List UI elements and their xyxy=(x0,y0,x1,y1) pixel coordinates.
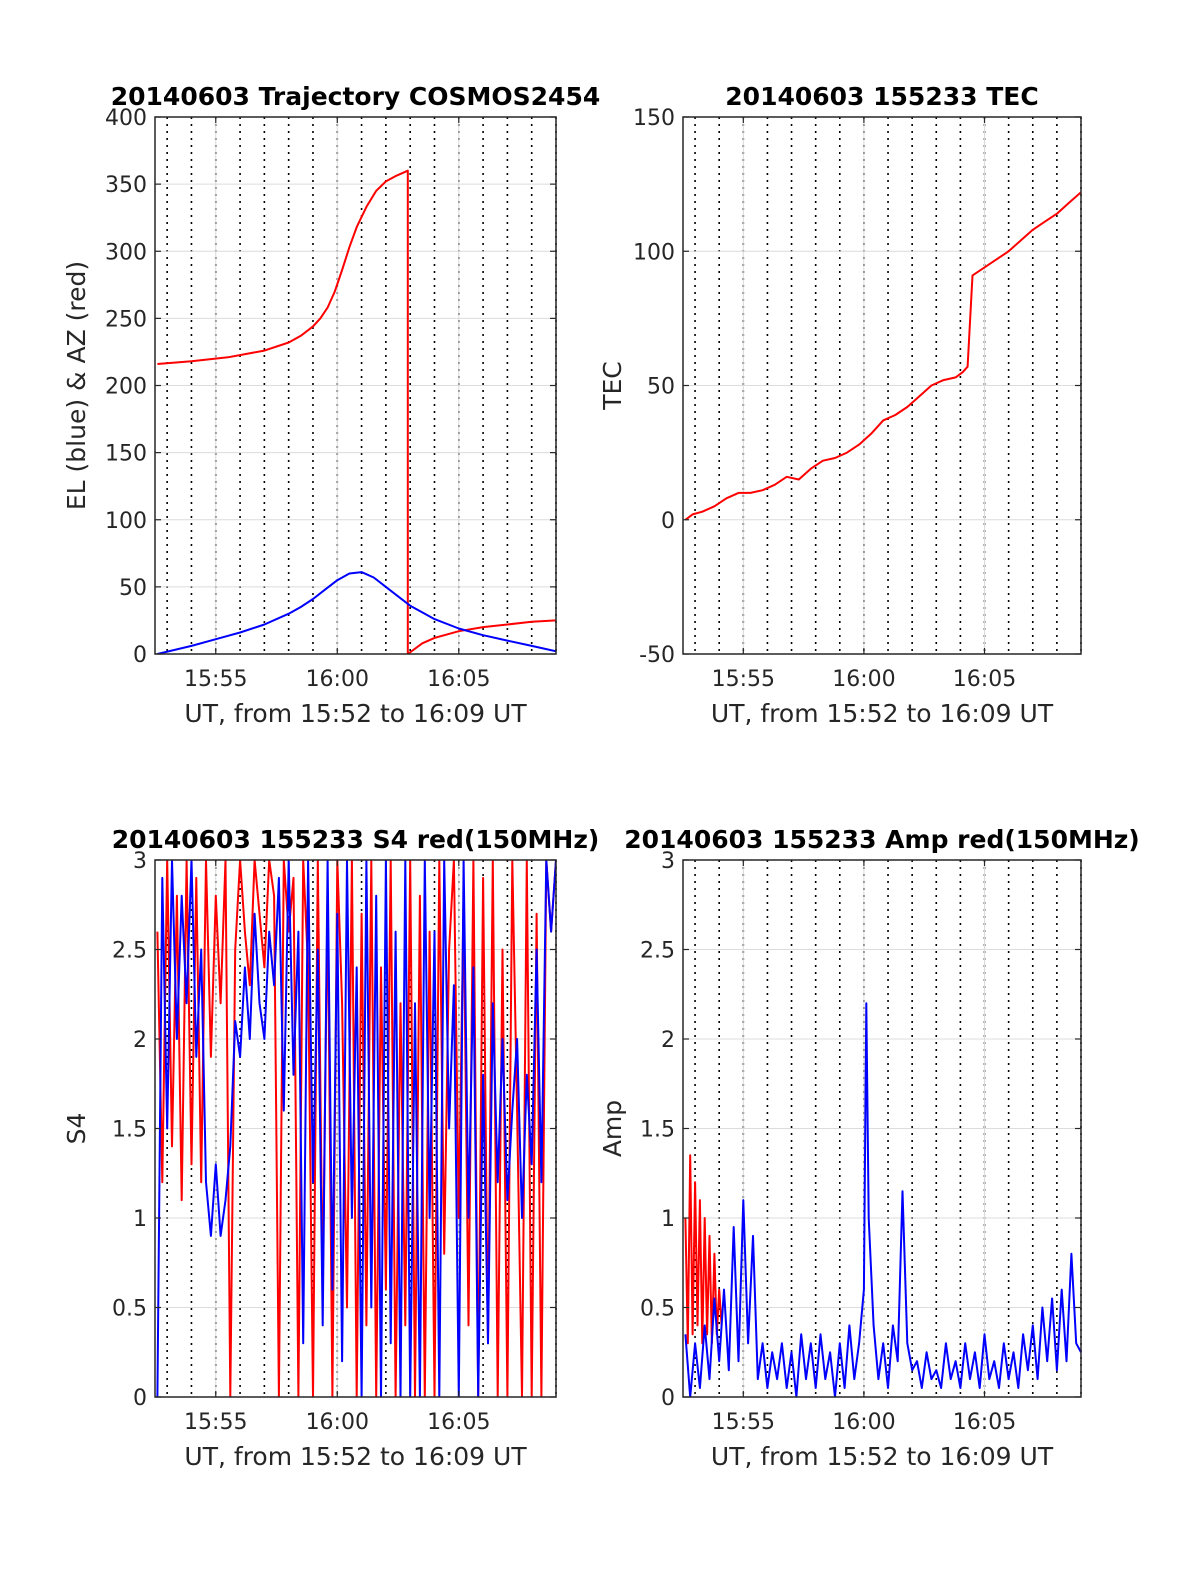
y-tick-label: 0 xyxy=(133,1386,147,1411)
x-tick-label: 16:05 xyxy=(427,1410,490,1435)
y-tick-label: 3 xyxy=(133,849,147,874)
series-line-2 xyxy=(157,571,556,654)
y-axis-label: Amp xyxy=(598,1100,627,1157)
y-tick-label: 250 xyxy=(105,307,147,332)
y-tick-label: 0 xyxy=(661,509,675,534)
x-tick-label: 15:55 xyxy=(184,1410,247,1435)
y-tick-label: 2 xyxy=(133,1028,147,1053)
y-tick-label: 1 xyxy=(133,1207,147,1232)
y-tick-label: 2.5 xyxy=(112,939,147,964)
y-tick-label: 0 xyxy=(133,643,147,668)
series-group xyxy=(684,191,1081,521)
x-tick-label: 16:00 xyxy=(306,1410,369,1435)
y-tick-label: 400 xyxy=(105,106,147,131)
series-line-1 xyxy=(684,1154,723,1345)
x-tick-label: 16:00 xyxy=(832,667,895,692)
chart-trajectory: 15:55 16:00 16:05 0 50 100 150 200 250 300 350 4002… xyxy=(62,82,600,728)
y-tick-label: 2 xyxy=(661,1028,675,1053)
chart-title: 20140603 155233 S4 red(150MHz) xyxy=(112,825,600,854)
series-line-2 xyxy=(684,1002,1081,1397)
y-tick-label: 50 xyxy=(119,576,147,601)
x-tick-label: 16:00 xyxy=(832,1410,895,1435)
x-tick-label: 16:00 xyxy=(306,667,369,692)
chart-title: 20140603 155233 Amp red(150MHz) xyxy=(624,825,1140,854)
y-tick-label: 2.5 xyxy=(640,939,675,964)
x-axis-label: UT, from 15:52 to 16:09 UT xyxy=(184,699,527,728)
y-tick-label: 1.5 xyxy=(112,1118,147,1143)
series-group xyxy=(684,1002,1081,1397)
series-group xyxy=(156,860,556,1397)
chart-tec: 15:55 16:00 16:05 -50 0 50 100 150 20140603 1552… xyxy=(598,82,1082,728)
y-tick-label: 0 xyxy=(661,1386,675,1411)
x-axis-label: UT, from 15:52 to 16:09 UT xyxy=(711,1442,1054,1471)
x-tick-label: 16:05 xyxy=(953,1410,1016,1435)
series-line-1 xyxy=(684,191,1081,521)
y-tick-label: 100 xyxy=(105,509,147,534)
series-line-2 xyxy=(156,860,556,1397)
x-tick-label: 15:55 xyxy=(712,667,775,692)
chart-title: 20140603 155233 TEC xyxy=(725,82,1038,111)
y-axis-label: TEC xyxy=(598,361,627,411)
x-axis-label: UT, from 15:52 to 16:09 UT xyxy=(184,1442,527,1471)
x-tick-label: 15:55 xyxy=(184,667,247,692)
y-tick-label: 1.5 xyxy=(640,1118,675,1143)
y-axis-label: S4 xyxy=(62,1113,91,1145)
y-tick-label: 0.5 xyxy=(112,1297,147,1322)
y-tick-label: 150 xyxy=(633,106,675,131)
x-axis-label: UT, from 15:52 to 16:09 UT xyxy=(711,699,1054,728)
y-tick-label: 350 xyxy=(105,173,147,198)
series-line-1 xyxy=(157,169,556,654)
y-tick-label: 0.5 xyxy=(640,1297,675,1322)
y-tick-label: 3 xyxy=(661,849,675,874)
chart-title: 20140603 Trajectory COSMOS2454 xyxy=(111,82,601,111)
y-tick-label: 1 xyxy=(661,1207,675,1232)
y-tick-label: 300 xyxy=(105,240,147,265)
y-tick-label: 100 xyxy=(633,240,675,265)
y-axis-label: EL (blue) & AZ (red) xyxy=(62,261,91,510)
x-tick-label: 16:05 xyxy=(953,667,1016,692)
y-tick-label: 200 xyxy=(105,375,147,400)
y-tick-label: 150 xyxy=(105,442,147,467)
x-tick-label: 15:55 xyxy=(712,1410,775,1435)
y-tick-label: -50 xyxy=(639,643,675,668)
series-group xyxy=(157,169,556,654)
y-tick-label: 50 xyxy=(647,375,675,400)
x-tick-label: 16:05 xyxy=(427,667,490,692)
